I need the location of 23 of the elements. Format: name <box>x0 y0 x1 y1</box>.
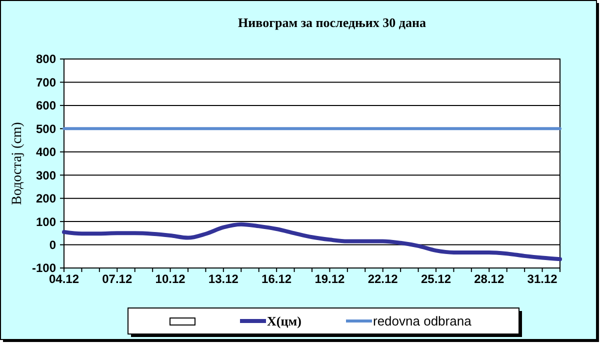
y-tick-label: 300 <box>36 168 56 182</box>
x-tick-label: 19.12 <box>314 272 346 286</box>
x-tick-label: 22.12 <box>368 272 398 286</box>
y-tick-label: 0 <box>49 238 56 252</box>
x-tick-label: 10.12 <box>155 272 186 286</box>
x-tick-label: 25.12 <box>420 272 452 286</box>
x-tick-label: 13.12 <box>208 272 239 286</box>
y-tick-label: 200 <box>36 192 56 206</box>
x-tick-label: 28.12 <box>474 272 504 286</box>
legend-label: redovna odbrana <box>373 314 472 329</box>
line-series <box>62 222 562 262</box>
x-tick-label: 16.12 <box>262 272 292 286</box>
x-tick-label: 07.12 <box>102 272 132 286</box>
chart-title: Нивограм за последњих 30 дана <box>238 15 426 30</box>
y-tick-label: 800 <box>36 52 56 66</box>
y-tick-label: 700 <box>36 75 56 90</box>
y-tick-label: 500 <box>36 122 56 136</box>
y-tick-label: 400 <box>36 145 56 160</box>
y-tick-label: 600 <box>36 98 56 113</box>
y-axis-title: Водостај (cm) <box>10 122 25 205</box>
legend-label: X(цм) <box>267 314 302 329</box>
y-tick-label: 100 <box>36 214 56 229</box>
x-tick-label: 31.12 <box>527 272 558 286</box>
